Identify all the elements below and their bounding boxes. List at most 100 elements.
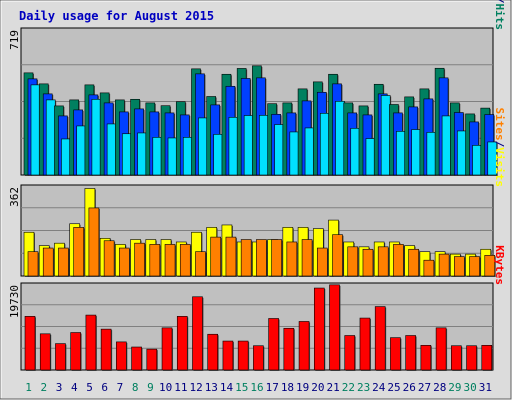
panel-max-label: 362 xyxy=(8,187,21,207)
bar-pages xyxy=(76,125,86,176)
bar-pages xyxy=(61,138,71,176)
legend-part: Sites xyxy=(493,108,506,141)
bar-sites xyxy=(179,244,191,277)
bar-kbytes xyxy=(70,332,81,371)
day-label: 26 xyxy=(403,381,416,394)
bar-sites xyxy=(377,246,389,277)
day-label: 5 xyxy=(86,381,93,394)
bar-kbytes xyxy=(435,327,447,371)
day-label: 29 xyxy=(448,381,461,394)
bar-sites xyxy=(316,247,328,277)
legend-part: Hits xyxy=(493,4,506,31)
bar-kbytes xyxy=(237,340,249,371)
bar-sites xyxy=(408,248,419,277)
bar-pages xyxy=(213,134,224,176)
day-label: 4 xyxy=(71,381,78,394)
bar-sites xyxy=(42,247,54,277)
day-label: 6 xyxy=(101,381,108,394)
day-label: 21 xyxy=(327,381,340,394)
day-labels: 1 2 3 4 5 6 7 8 9 10 11 12 13 14 15 16 17 18 19 20 21 22 23 24 2… xyxy=(25,381,492,394)
bar-kbytes xyxy=(39,333,51,371)
bar-sites xyxy=(286,241,298,277)
bar-kbytes xyxy=(253,345,264,371)
legend-part: KBytes xyxy=(493,245,506,285)
bar-pages xyxy=(335,100,345,176)
bar-kbytes xyxy=(268,318,279,371)
bar-pages xyxy=(152,137,163,176)
bar-sites xyxy=(240,239,252,277)
panel-pages-files-hits: 719 Pages/Files/Hits xyxy=(8,0,506,176)
bar-kbytes xyxy=(24,316,36,371)
bar-pages xyxy=(137,132,147,176)
bar-pages xyxy=(106,123,117,176)
day-label: 7 xyxy=(117,381,124,394)
day-label: 19 xyxy=(296,381,309,394)
bar-sites xyxy=(332,234,343,277)
bar-kbytes xyxy=(176,316,188,371)
bar-sites xyxy=(256,239,267,277)
panel-max-label: 19730 xyxy=(8,285,21,318)
day-label: 23 xyxy=(357,381,370,394)
bar-kbytes xyxy=(481,345,493,371)
bar-sites xyxy=(301,239,313,277)
bar-kbytes xyxy=(192,296,203,371)
bar-sites xyxy=(454,256,465,277)
bar-pages xyxy=(198,117,208,176)
bar-kbytes xyxy=(161,327,173,371)
bar-pages xyxy=(365,138,376,176)
panel-max-label: 719 xyxy=(8,30,21,50)
bar-kbytes xyxy=(420,345,432,371)
day-label: 11 xyxy=(174,381,187,394)
bar-sites xyxy=(271,239,282,277)
day-label: 14 xyxy=(220,381,234,394)
bar-kbytes xyxy=(283,327,295,371)
legend-part: Visits xyxy=(493,147,506,187)
bar-kbytes xyxy=(131,346,142,371)
bar-sites xyxy=(164,244,176,277)
bar-pages xyxy=(167,137,178,176)
bar-pages xyxy=(380,95,391,176)
day-label: 8 xyxy=(132,381,139,394)
bar-pages xyxy=(30,84,41,176)
day-label: 16 xyxy=(250,381,263,394)
bar-sites xyxy=(393,244,404,277)
chart-title: Daily usage for August 2015 xyxy=(19,9,214,23)
bar-kbytes xyxy=(55,343,66,371)
panel-kbytes: 19730 KBytes xyxy=(8,245,506,371)
legend-part: / xyxy=(493,0,506,4)
bar-pages xyxy=(396,131,406,176)
day-label: 18 xyxy=(281,381,294,394)
bar-sites xyxy=(134,242,145,277)
panel-visits-sites: 362 Sites/Visits xyxy=(8,108,506,277)
panel-legend: KBytes xyxy=(493,245,506,285)
bar-pages xyxy=(350,128,361,176)
bar-pages xyxy=(122,133,132,176)
day-label: 20 xyxy=(311,381,324,394)
day-label: 12 xyxy=(189,381,202,394)
bar-kbytes xyxy=(85,314,97,371)
bar-pages xyxy=(274,124,284,176)
bar-pages xyxy=(304,127,315,176)
bar-pages xyxy=(457,130,467,176)
day-label: 28 xyxy=(433,381,446,394)
bar-pages xyxy=(243,115,254,176)
bar-sites xyxy=(225,236,237,277)
panel-legend: Sites/Visits xyxy=(493,108,506,188)
day-label: 10 xyxy=(159,381,172,394)
bar-pages xyxy=(228,117,239,176)
bar-pages xyxy=(91,98,102,176)
bar-pages xyxy=(411,129,421,176)
bar-kbytes xyxy=(466,345,477,371)
bar-pages xyxy=(259,115,269,176)
chart-panels: 719Pages/Files/Hits362Sites/Visits19730K… xyxy=(8,0,506,371)
bar-kbytes xyxy=(390,337,401,371)
bar-pages xyxy=(487,141,498,176)
bar-sites xyxy=(58,247,69,277)
day-label: 1 xyxy=(25,381,32,394)
day-label: 30 xyxy=(464,381,477,394)
day-label: 27 xyxy=(418,381,431,394)
day-label: 13 xyxy=(205,381,218,394)
day-label: 2 xyxy=(41,381,48,394)
bar-kbytes xyxy=(222,340,234,371)
